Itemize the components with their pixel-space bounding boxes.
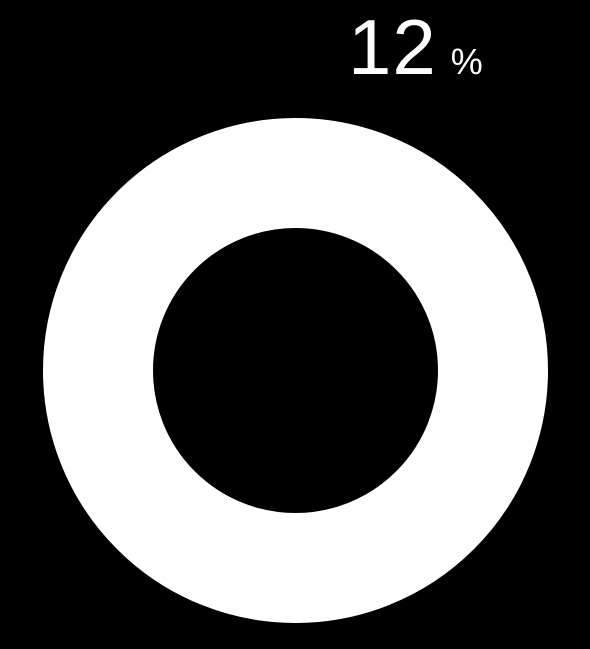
progress-ring — [43, 118, 548, 623]
percentage-label: 12 % — [348, 8, 484, 86]
percentage-unit: % — [451, 44, 484, 80]
progress-chart: 12 % — [0, 0, 590, 649]
percentage-value: 12 — [348, 8, 437, 86]
